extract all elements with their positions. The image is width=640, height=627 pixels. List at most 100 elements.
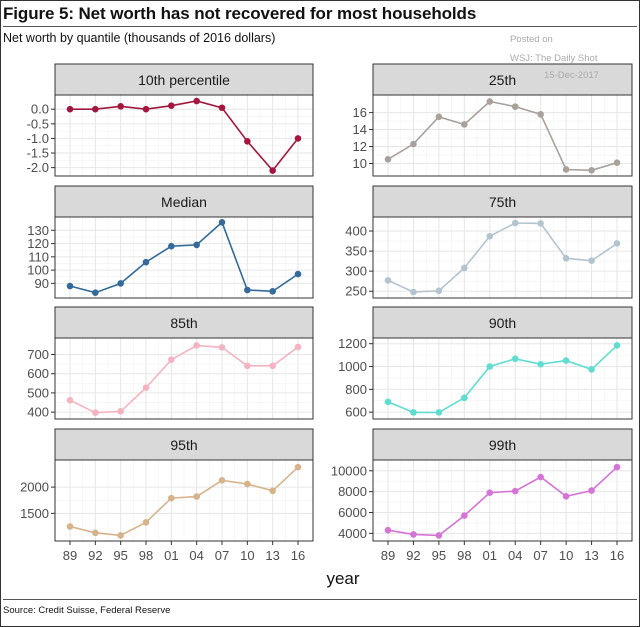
x-tick-label: 98 [457,548,471,563]
data-point [193,493,200,500]
data-point [92,289,99,296]
data-point [269,288,276,295]
data-point [244,362,251,370]
data-point [537,110,544,118]
data-point [562,493,570,500]
y-tick-label: 4000 [338,526,367,541]
figure-subtitle: Net worth by quantile (thousands of 2016… [3,31,276,45]
x-tick-label: 01 [164,548,178,563]
x-tick-label: 98 [139,548,153,563]
y-tick-label: -1.5 [27,146,49,161]
data-point [244,138,251,145]
data-point [244,286,251,294]
data-point [142,258,150,266]
data-point [461,394,468,402]
x-axis-label: year [326,569,359,588]
y-tick-label: -0.5 [27,116,49,131]
y-tick-label: 250 [345,284,367,299]
facet-strip [372,428,633,461]
facet-strip-label: 85th [170,315,197,331]
data-point [244,480,251,488]
data-point [613,463,621,471]
panel-99th: 4000 6000 8000 10000 99th 89 92 95 98 01 04 07 10 13 1… [331,428,633,563]
facet-strip-label: 10th percentile [138,72,230,88]
x-tick-label: 13 [584,548,598,563]
facet-strip [54,306,314,339]
series-line-90th [387,344,618,414]
data-point [142,105,150,113]
panel-75th: 250 300 350 400 75th [345,185,633,299]
x-tick-label: 10 [240,548,254,563]
y-tick-label: 700 [27,347,49,362]
data-point [537,220,544,227]
y-tick-label: 130 [27,223,49,238]
facet-strip [54,185,314,218]
facet-strip [54,63,314,96]
x-tick-label: 13 [265,548,279,563]
data-point [218,344,226,351]
data-point [435,287,443,295]
panel-85th: 400 500 600 700 85th [27,306,314,420]
data-point [613,240,621,247]
data-point [562,255,570,262]
x-tick-label: 89 [63,548,77,563]
data-point [613,342,621,349]
data-point [117,280,124,287]
facet-strip-label: 25th [489,72,516,88]
x-tick-label: 04 [189,548,203,563]
x-tick-label: 01 [483,548,497,563]
x-tick-label: 92 [88,548,102,563]
y-tick-label: -2.0 [27,160,49,175]
facet-strip [372,185,633,218]
facet-strip [372,306,633,339]
data-point [218,476,226,484]
source-note: Source: Credit Suisse, Federal Reserve [3,605,171,616]
data-point [435,113,443,121]
data-point [511,355,519,363]
y-tick-label: 120 [27,236,49,251]
y-tick-label: 10000 [331,463,367,478]
y-tick-label: 1000 [338,359,367,374]
data-point [511,103,519,110]
data-point [168,494,175,502]
data-point [294,135,302,142]
panel-95th: 1500 2000 95th 89 92 95 98 01 04 07 10 13 16 [20,428,314,563]
data-point [410,140,417,148]
y-tick-label: 300 [345,264,367,279]
data-point [168,102,175,110]
footer-divider [3,599,637,600]
y-tick-label: -1.0 [27,131,49,146]
y-tick-label: 400 [345,224,367,239]
data-point [193,241,200,249]
data-point [168,356,175,363]
x-tick-label: 10 [559,548,573,563]
y-tick-label: 800 [345,382,367,397]
data-point [117,408,124,415]
data-point [588,257,595,265]
series-line-75th [387,222,618,293]
x-tick-label: 95 [432,548,446,563]
data-point [461,264,468,272]
data-point [218,104,226,112]
data-point [269,487,276,495]
y-tick-label: 16 [353,105,367,120]
series-line-85th [69,344,299,414]
y-tick-label: 500 [27,385,49,400]
data-point [511,487,519,495]
y-tick-label: 110 [28,249,49,264]
data-point [117,532,124,539]
y-tick-label: 100 [27,263,49,278]
y-tick-label: 10 [353,156,367,171]
y-tick-label: 14 [353,122,367,137]
series-line-25th [387,100,618,172]
facet-strip [54,428,314,461]
data-point [384,398,392,406]
title-divider [3,26,637,27]
data-point [435,532,443,539]
data-point [613,159,621,166]
data-point [486,98,494,105]
y-tick-label: 1200 [338,336,367,351]
facet-strip-label: 75th [489,194,516,210]
data-point [410,409,417,416]
